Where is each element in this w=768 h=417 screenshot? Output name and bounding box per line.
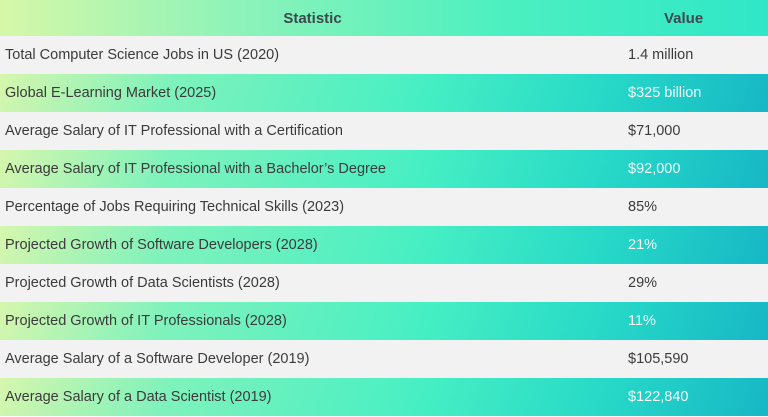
statistic-cell: Percentage of Jobs Requiring Technical S… xyxy=(5,199,345,215)
table-row: Global E-Learning Market (2025) $325 bil… xyxy=(0,74,768,112)
statistic-cell: Projected Growth of IT Professionals (20… xyxy=(5,313,287,329)
value-cell: 1.4 million xyxy=(628,47,694,63)
table-row: Average Salary of a Software Developer (… xyxy=(0,340,768,378)
table-row: Projected Growth of Data Scientists (202… xyxy=(0,264,768,302)
table-row: Total Computer Science Jobs in US (2020)… xyxy=(0,36,768,74)
header-statistic: Statistic xyxy=(283,9,342,27)
value-cell: $92,000 xyxy=(628,161,681,177)
table-row: Projected Growth of Software Developers … xyxy=(0,226,768,264)
statistic-cell: Average Salary of a Data Scientist (2019… xyxy=(5,389,272,405)
value-cell: $71,000 xyxy=(628,123,681,139)
value-cell: 85% xyxy=(628,199,658,215)
statistic-cell: Projected Growth of Data Scientists (202… xyxy=(5,275,280,291)
header-row: Statistic Value xyxy=(0,0,768,36)
table-row: Projected Growth of IT Professionals (20… xyxy=(0,302,768,340)
table-row: Average Salary of IT Professional with a… xyxy=(0,112,768,150)
value-cell: 29% xyxy=(628,275,658,291)
table-body: Total Computer Science Jobs in US (2020)… xyxy=(0,36,768,416)
statistic-cell: Average Salary of a Software Developer (… xyxy=(5,351,310,367)
header-value: Value xyxy=(664,9,704,27)
statistic-cell: Average Salary of IT Professional with a… xyxy=(5,123,343,139)
value-cell: $105,590 xyxy=(628,351,689,367)
value-cell: 21% xyxy=(628,237,658,253)
statistic-cell: Average Salary of IT Professional with a… xyxy=(5,161,386,177)
statistic-cell: Total Computer Science Jobs in US (2020) xyxy=(5,47,280,63)
table-header: Statistic Value xyxy=(0,0,768,36)
table-row: Average Salary of a Data Scientist (2019… xyxy=(0,378,768,416)
value-cell: 11% xyxy=(628,313,656,329)
value-cell: $122,840 xyxy=(628,389,689,405)
statistic-cell: Global E-Learning Market (2025) xyxy=(5,85,217,101)
table-row: Percentage of Jobs Requiring Technical S… xyxy=(0,188,768,226)
statistic-cell: Projected Growth of Software Developers … xyxy=(5,237,318,253)
table-row: Average Salary of IT Professional with a… xyxy=(0,150,768,188)
value-cell: $325 billion xyxy=(628,85,702,101)
